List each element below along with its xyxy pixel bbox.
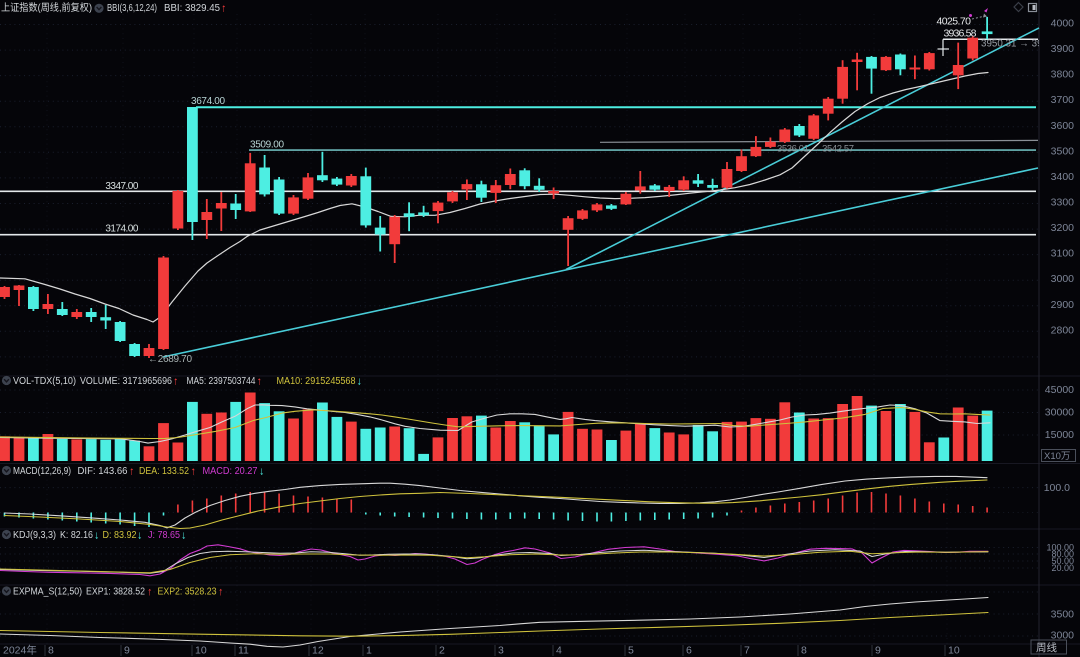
- svg-text:↓: ↓: [94, 530, 100, 542]
- svg-text:DIF: 143.66: DIF: 143.66: [78, 466, 128, 477]
- svg-text:MACD(12,26,9): MACD(12,26,9): [13, 466, 71, 477]
- svg-text:↓: ↓: [137, 530, 143, 542]
- svg-text:3100: 3100: [1051, 248, 1075, 260]
- svg-text:9: 9: [124, 645, 130, 657]
- svg-text:J: 78.65: J: 78.65: [148, 530, 180, 541]
- svg-text:3500: 3500: [1051, 609, 1075, 621]
- svg-text:DEA: 133.52: DEA: 133.52: [139, 466, 189, 477]
- svg-text:上证指数(周线,前复权): 上证指数(周线,前复权): [1, 1, 92, 14]
- svg-text:VOL-TDX(5,10): VOL-TDX(5,10): [13, 376, 76, 387]
- svg-text:15000: 15000: [1045, 429, 1074, 441]
- svg-text:↑: ↑: [257, 376, 263, 388]
- svg-text:↓: ↓: [181, 530, 187, 542]
- svg-text:BBI(3,6,12,24): BBI(3,6,12,24): [107, 3, 157, 14]
- svg-text:MA5: 2397503744: MA5: 2397503744: [187, 376, 256, 387]
- svg-text:3000: 3000: [1051, 273, 1075, 285]
- svg-text:↓: ↓: [259, 466, 265, 478]
- svg-text:3600: 3600: [1051, 120, 1075, 132]
- svg-text:6: 6: [686, 645, 692, 657]
- svg-text:2800: 2800: [1051, 324, 1075, 336]
- svg-text:9: 9: [875, 645, 881, 657]
- svg-text:↓: ↓: [357, 376, 363, 388]
- svg-text:12: 12: [312, 645, 324, 657]
- svg-text:20.00: 20.00: [1051, 563, 1074, 573]
- svg-text:MA10: 2915245568: MA10: 2915245568: [277, 376, 356, 387]
- svg-text:3936.58: 3936.58: [944, 28, 977, 40]
- svg-text:3174.00: 3174.00: [105, 223, 138, 234]
- svg-text:3: 3: [498, 645, 504, 657]
- svg-text:K: 82.16: K: 82.16: [60, 530, 93, 541]
- svg-text:3400: 3400: [1051, 171, 1075, 183]
- svg-text:EXP1: 3828.52: EXP1: 3828.52: [86, 587, 145, 598]
- svg-text:5: 5: [628, 645, 634, 657]
- svg-text:3347.00: 3347.00: [105, 181, 138, 192]
- svg-text:4025.70: 4025.70: [937, 16, 972, 28]
- svg-text:KDJ(9,3,3): KDJ(9,3,3): [13, 530, 56, 541]
- svg-text:EXPMA_S(12,50): EXPMA_S(12,50): [13, 587, 82, 598]
- svg-text:2900: 2900: [1051, 299, 1075, 311]
- svg-text:2024年: 2024年: [3, 644, 37, 657]
- svg-text:4: 4: [556, 645, 562, 657]
- svg-text:EXP2: 3528.23: EXP2: 3528.23: [158, 587, 217, 598]
- svg-text:45000: 45000: [1045, 384, 1074, 396]
- svg-text:50.00: 50.00: [1051, 556, 1074, 566]
- svg-text:3900: 3900: [1051, 43, 1075, 55]
- svg-text:BBI: 3829.45: BBI: 3829.45: [164, 3, 220, 14]
- svg-text:VOLUME: 3171965696: VOLUME: 3171965696: [80, 376, 172, 387]
- svg-text:周线: 周线: [1036, 641, 1058, 654]
- svg-text:30000: 30000: [1045, 407, 1074, 419]
- svg-text:3536.01 → 3542.57: 3536.01 → 3542.57: [777, 143, 854, 154]
- svg-text:3200: 3200: [1051, 222, 1075, 234]
- svg-text:3509.00: 3509.00: [250, 139, 284, 150]
- svg-text:↑: ↑: [191, 466, 197, 478]
- svg-text:100.00: 100.00: [1046, 542, 1074, 552]
- svg-text:3500: 3500: [1051, 145, 1075, 157]
- svg-text:8: 8: [48, 645, 54, 657]
- svg-text:80.00: 80.00: [1051, 549, 1074, 559]
- svg-text:MACD: 20.27: MACD: 20.27: [203, 466, 258, 477]
- svg-text:←2689.70: ←2689.70: [148, 354, 192, 365]
- svg-text:3300: 3300: [1051, 197, 1075, 209]
- svg-text:X10万: X10万: [1044, 451, 1070, 462]
- svg-text:↑: ↑: [147, 586, 153, 598]
- svg-text:3700: 3700: [1051, 94, 1075, 106]
- svg-text:↑: ↑: [218, 586, 224, 598]
- svg-text:1: 1: [366, 645, 372, 657]
- svg-text:4000: 4000: [1051, 18, 1075, 30]
- svg-text:3800: 3800: [1051, 69, 1075, 81]
- svg-text:11: 11: [238, 645, 249, 657]
- svg-text:↑: ↑: [129, 466, 135, 478]
- svg-text:10: 10: [195, 645, 207, 657]
- svg-text:10: 10: [948, 645, 960, 657]
- svg-text:100.0: 100.0: [1044, 482, 1070, 494]
- svg-text:7: 7: [744, 645, 750, 657]
- svg-text:8: 8: [801, 645, 807, 657]
- svg-text:2: 2: [439, 645, 445, 657]
- svg-text:↑: ↑: [173, 376, 179, 388]
- svg-text:3000: 3000: [1051, 630, 1075, 642]
- svg-text:3674.00: 3674.00: [191, 96, 225, 107]
- svg-text:3950.31 → 3953.31: 3950.31 → 3953.31: [981, 39, 1067, 50]
- svg-text:↑: ↑: [221, 3, 227, 15]
- svg-text:D: 83.92: D: 83.92: [103, 530, 137, 541]
